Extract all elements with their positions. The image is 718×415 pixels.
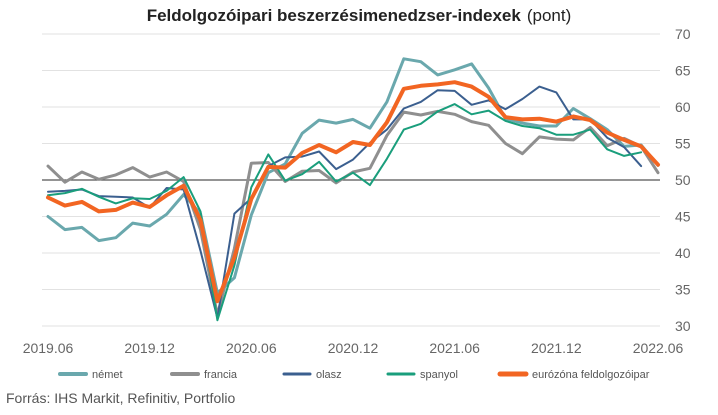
x-tick-label: 2020.06 — [226, 340, 277, 356]
line-chart: 30 35 40 45 50 55 60 65 70 2019.06 2019.12 2020.06 2… — [23, 26, 691, 381]
y-tick-label: 45 — [675, 209, 691, 225]
source-note: Forrás: IHS Markit, Refinitiv, Portfolio — [6, 390, 236, 406]
legend-label: francia — [204, 369, 238, 381]
series-line-4 — [46, 80, 660, 304]
y-tick-label: 60 — [675, 99, 691, 115]
y-tick-label: 50 — [675, 172, 691, 188]
legend-label: eurózóna feldolgozóipar — [532, 369, 650, 381]
y-tick-label: 30 — [675, 318, 691, 334]
chart-title-main: Feldolgozóipari beszerzésimenedzser-inde… — [146, 6, 521, 25]
series-line-0 — [46, 57, 660, 295]
legend-label: olasz — [316, 369, 342, 381]
x-tick-label: 2022.06 — [633, 340, 684, 356]
legend-label: német — [92, 369, 123, 381]
y-tick-label: 70 — [675, 26, 691, 42]
x-tick-label: 2019.06 — [23, 340, 74, 356]
x-tick-label: 2021.06 — [429, 340, 480, 356]
y-tick-label: 55 — [675, 136, 691, 152]
chart-title-unit: (pont) — [526, 6, 572, 25]
x-tick-label: 2020.12 — [328, 340, 379, 356]
series-line-3 — [47, 103, 643, 322]
x-tick-label: 2019.12 — [124, 340, 175, 356]
y-tick-label: 65 — [675, 63, 691, 79]
y-tick-label: 40 — [675, 245, 691, 261]
legend-label: spanyol — [420, 369, 458, 381]
chart-title: Feldolgozóipari beszerzésimenedzser-inde… — [0, 6, 718, 26]
y-tick-label: 35 — [675, 282, 691, 298]
x-tick-label: 2021.12 — [531, 340, 582, 356]
